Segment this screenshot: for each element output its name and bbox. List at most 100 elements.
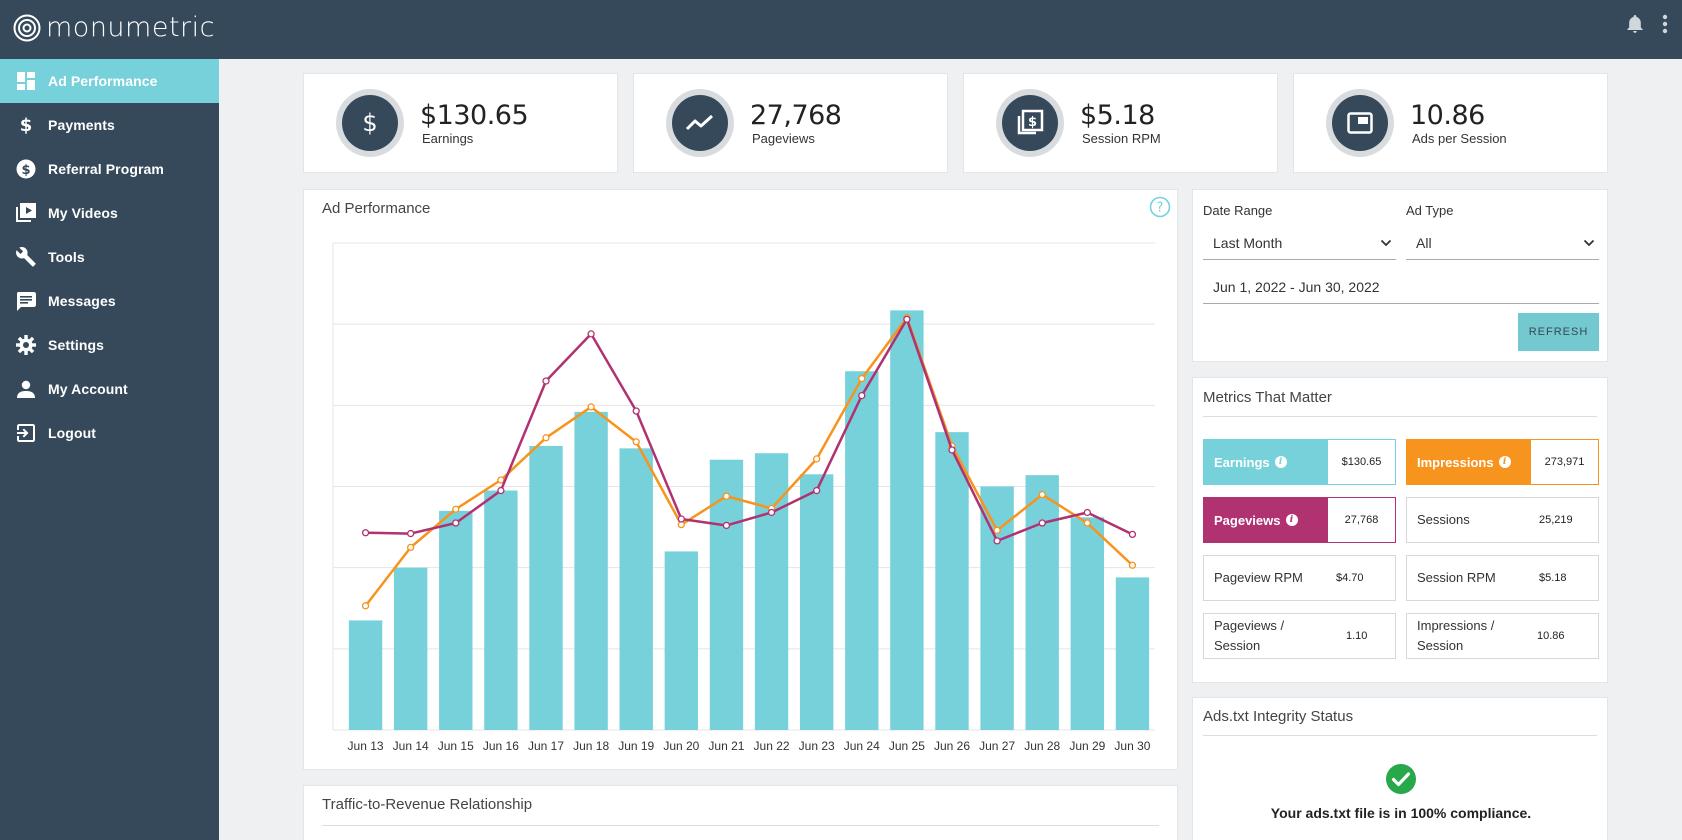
kpi-value: 10.86 xyxy=(1410,99,1485,131)
chart-bar xyxy=(709,459,744,730)
ad-performance-chart: Jun 13 Jun 14 Jun 15 Jun 16 Jun 17 Jun 18 Jun … xyxy=(332,242,1155,753)
svg-text:$: $ xyxy=(362,109,377,137)
chart-x-tick-label: Jun 15 xyxy=(438,739,474,753)
chart-x-tick-label: Jun 29 xyxy=(1069,739,1105,753)
sidebar-item-logout[interactable]: Logout xyxy=(0,411,219,455)
ad-performance-panel: Jun 13 Jun 14 Jun 15 Jun 16 Jun 17 Jun 18 Jun … xyxy=(303,189,1178,770)
metric-impressions[interactable]: Impressions i 273,971 xyxy=(1406,439,1599,485)
chart-x-tick-label: Jun 28 xyxy=(1024,739,1060,753)
metric-name: Pageviews / Session xyxy=(1214,618,1285,653)
divider xyxy=(322,825,1159,826)
metric-pageviews-per-session[interactable]: Pageviews / Session 1.10 xyxy=(1203,613,1396,659)
person-icon xyxy=(16,379,36,399)
metric-value: $5.18 xyxy=(1539,572,1567,584)
metric-value: 25,219 xyxy=(1539,514,1573,526)
chart-series-line xyxy=(365,318,1133,543)
chart-x-tick-label: Jun 24 xyxy=(844,739,880,753)
chart-x-tick-label: Jun 30 xyxy=(1114,739,1150,753)
chevron-down-icon xyxy=(1380,239,1392,246)
logo[interactable]: monumetric xyxy=(12,12,215,43)
chart-bar xyxy=(348,620,383,730)
chart-point xyxy=(993,526,1001,534)
chart-point xyxy=(497,486,505,495)
date-range-select[interactable]: Last Month xyxy=(1203,226,1396,260)
metric-session-rpm[interactable]: Session RPM $5.18 xyxy=(1406,555,1599,601)
ads-txt-title: Ads.txt Integrity Status xyxy=(1203,708,1354,725)
metric-pageview-rpm[interactable]: Pageview RPM $4.70 xyxy=(1203,555,1396,601)
chart-point xyxy=(1128,530,1137,539)
metric-name: Session RPM xyxy=(1417,570,1496,585)
date-range-value: Last Month xyxy=(1213,234,1283,251)
sidebar-item-messages[interactable]: Messages xyxy=(0,279,219,323)
chart-point xyxy=(903,315,911,323)
metric-value: 273,971 xyxy=(1544,456,1585,468)
metric-value: $4.70 xyxy=(1336,572,1364,584)
metric-value: 27,768 xyxy=(1344,514,1379,526)
metric-pageviews[interactable]: Pageviews i 27,768 xyxy=(1203,497,1396,543)
refresh-button[interactable]: REFRESH xyxy=(1518,313,1599,351)
chart-point xyxy=(542,377,550,385)
trend-icon xyxy=(685,114,714,131)
sidebar-item-my-account[interactable]: My Account xyxy=(0,367,219,411)
svg-text:$: $ xyxy=(21,163,30,178)
coin-icon: $ xyxy=(16,159,36,179)
gear-icon xyxy=(16,335,36,355)
kpi-value: 27,768 xyxy=(750,99,842,131)
sidebar-item-settings[interactable]: Settings xyxy=(0,323,219,367)
chart-x-tick-label: Jun 14 xyxy=(393,739,429,753)
chart-x-tick-label: Jun 21 xyxy=(708,739,744,753)
chart-point xyxy=(1038,519,1046,527)
kpi-value: $5.18 xyxy=(1080,99,1155,131)
info-icon[interactable]: i xyxy=(1498,456,1511,468)
metric-sessions[interactable]: Sessions 25,219 xyxy=(1406,497,1599,543)
sidebar-item-label: Logout xyxy=(48,425,97,441)
metric-impressions-per-session[interactable]: Impressions / Session 10.86 xyxy=(1406,613,1599,659)
ad-window-icon xyxy=(1347,112,1373,134)
sidebar-item-referral-program[interactable]: $ Referral Program xyxy=(0,147,219,191)
kpi-card-pageviews: 27,768 Pageviews xyxy=(633,73,948,173)
metric-name: Pageviews xyxy=(1214,512,1281,528)
top-bar: monumetric xyxy=(0,0,1682,59)
date-range-text: Jun 1, 2022 - Jun 30, 2022 xyxy=(1213,278,1380,295)
chart-x-tick-label: Jun 23 xyxy=(799,739,835,753)
sidebar-item-label: Payments xyxy=(48,117,115,133)
chart-bar xyxy=(890,310,924,730)
more-vert-icon[interactable] xyxy=(1662,14,1668,34)
chart-bar xyxy=(439,510,473,730)
chart-bar xyxy=(619,448,653,730)
chart-bar xyxy=(529,445,563,730)
svg-text:$: $ xyxy=(1028,115,1037,130)
chart-point xyxy=(542,434,550,442)
metric-name: Sessions xyxy=(1417,512,1470,527)
chart-bar xyxy=(754,453,789,730)
divider xyxy=(1203,416,1597,417)
chart-point xyxy=(407,529,415,538)
chart-point xyxy=(361,602,370,610)
chart-point xyxy=(813,455,821,463)
chart-point xyxy=(632,438,640,446)
sidebar-item-my-videos[interactable]: My Videos xyxy=(0,191,219,235)
info-icon[interactable]: i xyxy=(1274,456,1287,468)
metric-name: Impressions xyxy=(1417,454,1494,470)
chart-point xyxy=(1083,519,1091,527)
metric-value: 1.10 xyxy=(1346,630,1368,642)
chart-point xyxy=(677,515,685,523)
date-range-label: Date Range xyxy=(1203,203,1273,218)
chart-point xyxy=(948,446,956,454)
bell-icon[interactable] xyxy=(1626,14,1644,34)
ad-type-select[interactable]: All xyxy=(1406,226,1599,260)
chevron-down-icon xyxy=(1583,239,1595,246)
sidebar-item-ad-performance[interactable]: Ad Performance xyxy=(0,59,219,103)
chart-x-tick-label: Jun 18 xyxy=(573,739,609,753)
help-icon[interactable]: ? xyxy=(1149,196,1171,218)
chart-point xyxy=(587,330,595,338)
sidebar-item-tools[interactable]: Tools xyxy=(0,235,219,279)
sidebar-item-payments[interactable]: $ Payments xyxy=(0,103,219,147)
money-stack-icon: $ xyxy=(1017,109,1044,135)
date-range-input[interactable]: Jun 1, 2022 - Jun 30, 2022 xyxy=(1203,270,1599,304)
metric-name: Pageview RPM xyxy=(1214,570,1303,585)
chart-bar xyxy=(799,474,834,730)
metric-earnings[interactable]: Earnings i $130.65 xyxy=(1203,439,1396,485)
info-icon[interactable]: i xyxy=(1285,514,1298,526)
logout-icon xyxy=(16,423,36,443)
